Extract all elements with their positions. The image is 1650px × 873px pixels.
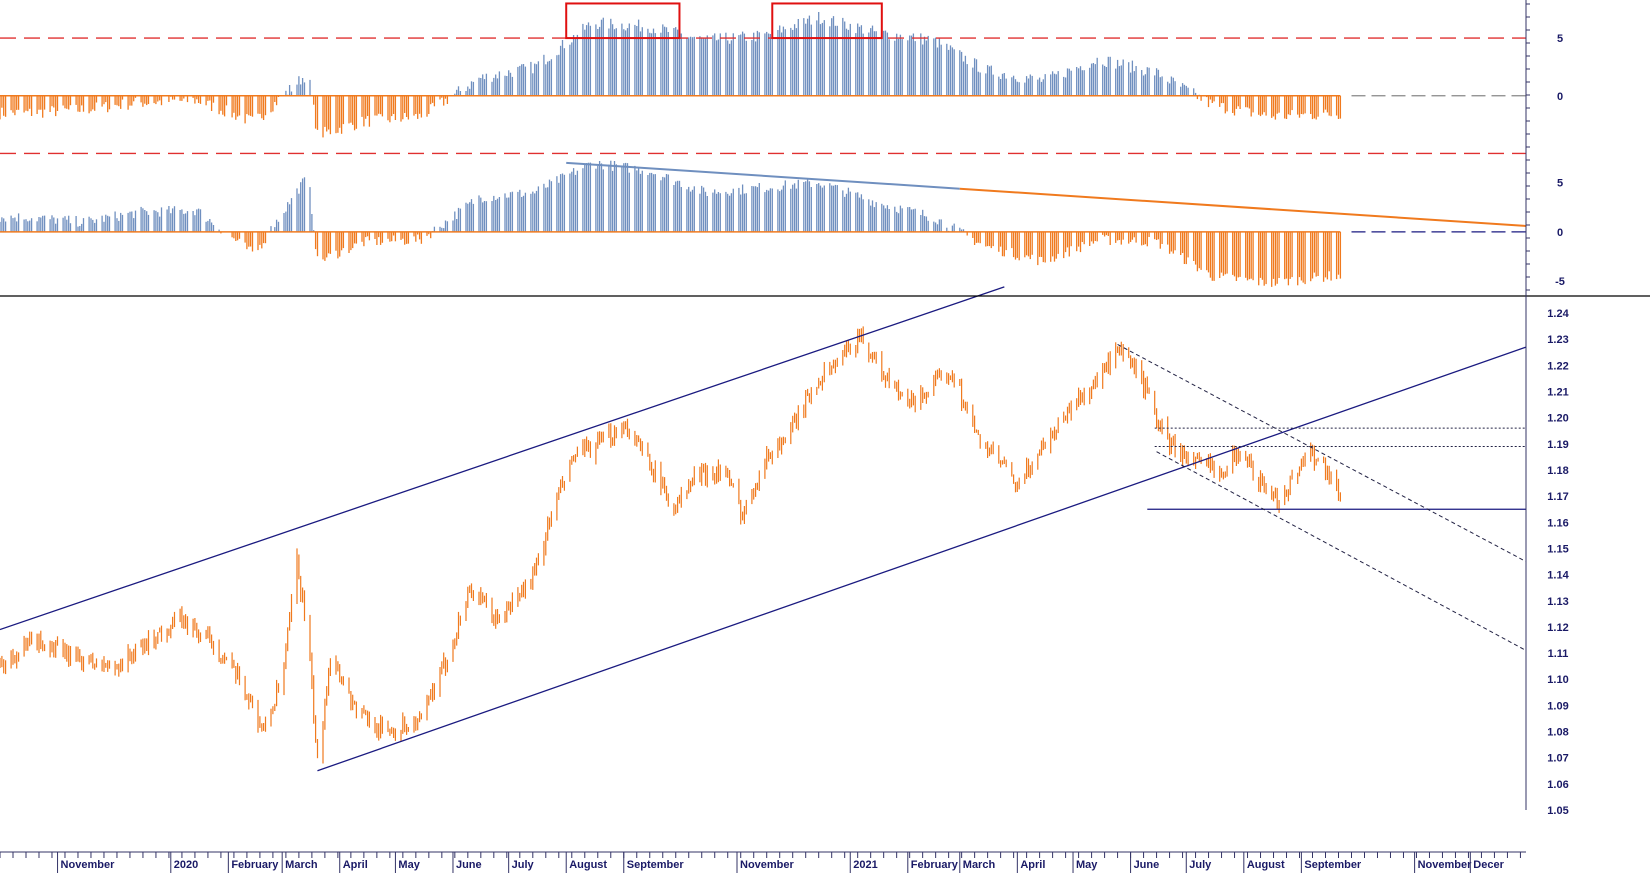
price-y-tick-label: 1.22 — [1547, 360, 1568, 372]
price-y-tick-label: 1.15 — [1547, 543, 1568, 555]
x-tick-label: November — [740, 859, 795, 871]
price-y-tick-label: 1.17 — [1547, 491, 1568, 503]
top-y-tick-label: 0 — [1557, 91, 1563, 103]
price-y-tick-label: 1.12 — [1547, 622, 1568, 634]
price-y-tick-label: 1.19 — [1547, 439, 1568, 451]
price-y-tick-label: 1.13 — [1547, 596, 1568, 608]
price-trendline — [0, 286, 1005, 631]
x-tick-label: 2021 — [853, 859, 877, 871]
x-tick-label: August — [569, 859, 607, 871]
mid-y-tick-label: 5 — [1557, 178, 1563, 190]
price-y-tick-label: 1.11 — [1548, 648, 1569, 660]
price-y-tick-label: 1.09 — [1547, 700, 1568, 712]
x-tick-label: November — [1418, 859, 1473, 871]
price-y-tick-label: 1.06 — [1547, 779, 1568, 791]
price-y-tick-label: 1.24 — [1547, 308, 1569, 320]
x-tick-label: August — [1247, 859, 1285, 871]
price-y-tick-label: 1.10 — [1547, 674, 1568, 686]
mid-y-tick-label: -5 — [1555, 276, 1565, 288]
x-tick-label: February — [231, 859, 279, 871]
x-tick-label: February — [911, 859, 959, 871]
x-tick-label: July — [512, 859, 535, 871]
price-y-tick-label: 1.23 — [1547, 334, 1568, 346]
price-y-tick-label: 1.14 — [1547, 570, 1569, 582]
top-oscillator-panel: 50 — [0, 2, 1563, 155]
mid-y-tick-label: 0 — [1557, 227, 1563, 239]
oscillator-trendline — [566, 161, 960, 190]
price-trendline — [1156, 451, 1527, 651]
oscillator-trendline-extension — [959, 187, 1527, 227]
price-trendline — [1117, 344, 1527, 562]
price-y-tick-label: 1.05 — [1547, 805, 1568, 817]
middle-oscillator-panel: 5 0 -5 — [0, 160, 1565, 288]
price-y-tick-label: 1.18 — [1547, 465, 1568, 477]
x-tick-label: April — [343, 859, 368, 871]
x-tick-label: September — [627, 859, 685, 871]
x-tick-label: September — [1304, 859, 1362, 871]
x-tick-label: July — [1189, 859, 1212, 871]
x-tick-label: May — [1076, 859, 1098, 871]
x-tick-label: 2020 — [174, 859, 198, 871]
x-tick-label: June — [456, 859, 482, 871]
x-tick-label: March — [963, 859, 996, 871]
x-tick-label: April — [1020, 859, 1045, 871]
x-tick-label: June — [1134, 859, 1160, 871]
price-y-tick-label: 1.08 — [1547, 727, 1568, 739]
price-panel: 1.24 1.23 1.22 1.21 1.20 1.19 1.18 1.17 1.16 1.15… — [0, 286, 1570, 817]
x-tick-label: May — [398, 859, 420, 871]
price-y-tick-label: 1.20 — [1547, 413, 1568, 425]
highlight-box — [565, 2, 681, 40]
price-trendline — [317, 346, 1527, 772]
x-tick-label: November — [61, 859, 116, 871]
price-y-tick-label: 1.07 — [1547, 753, 1568, 765]
price-y-tick-label: 1.21 — [1547, 387, 1568, 399]
highlight-box — [771, 2, 883, 40]
price-y-tick-label: 1.16 — [1547, 517, 1568, 529]
top-y-tick-label: 5 — [1557, 33, 1563, 45]
x-tick-label: March — [285, 859, 318, 871]
x-tick-label: Decer — [1473, 859, 1504, 871]
